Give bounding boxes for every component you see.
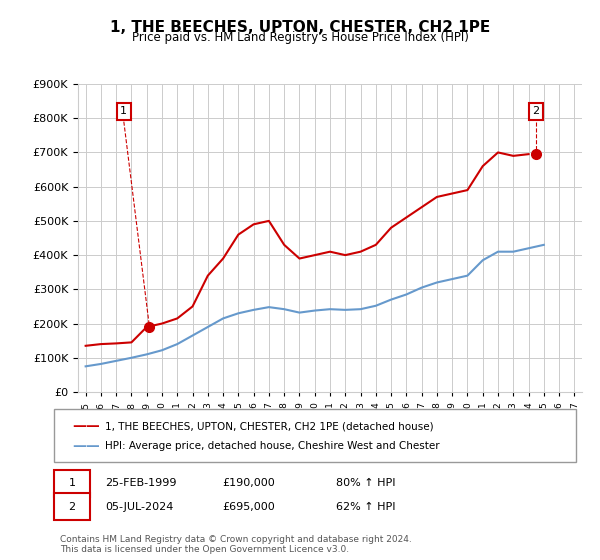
Text: ——: —— <box>72 419 100 433</box>
Text: 80% ↑ HPI: 80% ↑ HPI <box>336 478 395 488</box>
Text: 05-JUL-2024: 05-JUL-2024 <box>105 502 173 512</box>
Text: 2: 2 <box>68 502 76 512</box>
Text: 2: 2 <box>533 106 540 116</box>
Text: HPI: Average price, detached house, Cheshire West and Chester: HPI: Average price, detached house, Ches… <box>105 441 440 451</box>
Text: £190,000: £190,000 <box>222 478 275 488</box>
Text: 1, THE BEECHES, UPTON, CHESTER, CH2 1PE: 1, THE BEECHES, UPTON, CHESTER, CH2 1PE <box>110 20 490 35</box>
Text: Contains HM Land Registry data © Crown copyright and database right 2024.
This d: Contains HM Land Registry data © Crown c… <box>60 535 412 554</box>
Text: ——: —— <box>72 439 100 453</box>
Text: £695,000: £695,000 <box>222 502 275 512</box>
Text: 1, THE BEECHES, UPTON, CHESTER, CH2 1PE (detached house): 1, THE BEECHES, UPTON, CHESTER, CH2 1PE … <box>105 421 434 431</box>
Text: Price paid vs. HM Land Registry's House Price Index (HPI): Price paid vs. HM Land Registry's House … <box>131 31 469 44</box>
Text: 25-FEB-1999: 25-FEB-1999 <box>105 478 176 488</box>
Text: 1: 1 <box>121 106 127 116</box>
Text: 1: 1 <box>68 478 76 488</box>
Text: 62% ↑ HPI: 62% ↑ HPI <box>336 502 395 512</box>
